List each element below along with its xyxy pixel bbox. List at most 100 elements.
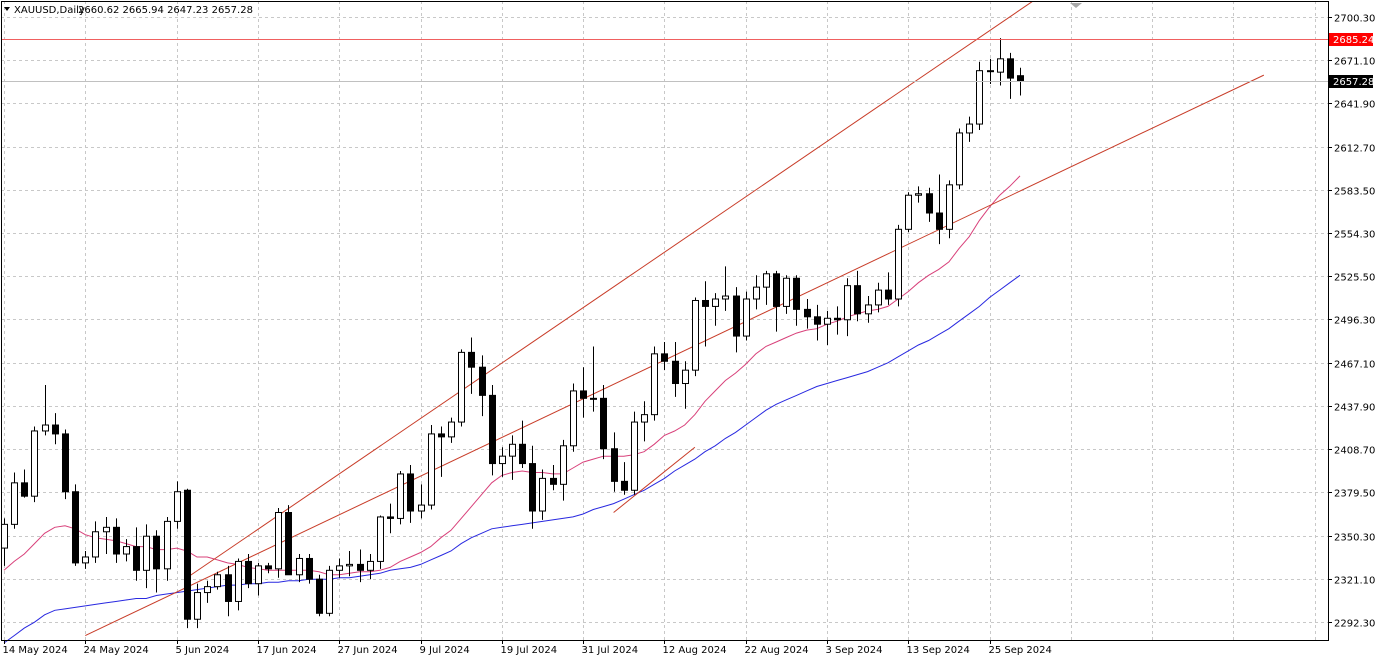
candle [753,275,760,310]
candle-body-bull [1,523,8,549]
candle-body-bull [905,194,912,230]
candle-body-bear [885,289,892,300]
candle [814,304,821,341]
candle-body-bull [346,563,353,567]
candle-body-bull [722,295,729,300]
candle [438,426,445,477]
candle-body-bull [235,560,242,602]
candle [346,551,353,577]
x-tick-label: 22 Aug 2024 [745,645,809,656]
candle [235,558,242,611]
candle-body-bull [743,298,750,337]
candle [915,186,922,203]
candle-body-bear [225,574,232,602]
candle [194,583,201,629]
candle [692,297,699,377]
candle-body-bull [956,132,963,186]
candle-body-bull [214,574,221,588]
candle-body-bull [92,531,99,558]
candle-body-bear [600,397,607,450]
chart-title[interactable]: XAUUSD,Daily 2660.62 2665.94 2647.23 265… [4,5,253,16]
candle-body-bull [865,304,872,315]
candle [733,287,740,353]
candle-body-bear [438,433,445,438]
y-tick-label: 2437.90 [1334,403,1375,414]
y-tick-label: 2641.90 [1334,100,1375,111]
candle-body-bull [103,526,110,533]
moving-average-slow [3,274,1021,644]
price-badges: 2685.24 2657.28 [1329,33,1374,88]
candle [539,469,546,520]
candle-body-bull [458,351,465,423]
y-tick-label: 2612.70 [1334,144,1375,155]
candle-body-bear [1007,58,1014,79]
candle [42,384,49,436]
candle [265,562,272,574]
candle-body-bear [926,193,933,214]
x-tick-label: 19 Jul 2024 [501,645,558,656]
price-levels[interactable] [1,39,1328,82]
candle-body-bull [590,397,597,400]
candle-body-bull [143,535,150,571]
channel-upper-line[interactable] [186,0,1051,579]
candle [682,361,689,409]
price-axis-labels: 2700.30 2671.10 2641.90 2612.70 2583.50 2554.… [1328,14,1375,630]
candle [936,174,943,245]
scroll-marker-icon[interactable] [1070,3,1082,8]
candle [672,341,679,397]
candle-body-bear [834,317,841,321]
candle [763,270,770,305]
y-tick-label: 2671.10 [1334,57,1375,68]
channel-lower-segment[interactable] [613,446,696,513]
candle-body-bull [509,443,516,457]
candle-body-bull [377,516,384,562]
candle [499,447,506,477]
candle [509,435,516,480]
x-tick-label: 12 Aug 2024 [663,645,727,656]
candle-body-bull [875,289,882,306]
candle [174,481,181,529]
last-price-badge: 2657.28 [1329,75,1374,88]
candle [479,355,486,417]
y-tick-label: 2496.30 [1334,316,1375,327]
last-price-badge-label: 2657.28 [1333,77,1374,88]
candle-body-bull [42,424,49,432]
candle [844,278,851,337]
candle [600,384,607,460]
candle-body-bull [966,123,973,134]
candle [92,521,99,563]
candle-body-bear [804,308,811,318]
candle-body-bull [82,556,89,564]
candle-body-bear [62,433,69,493]
candle-body-bull [255,565,262,585]
candle [11,472,18,529]
candle [854,270,861,322]
candle [306,554,313,584]
candle [31,426,38,503]
candle [550,465,557,491]
candle [651,346,658,421]
candle [956,128,963,190]
candle [153,530,160,593]
grid [1,1,1328,640]
candle [418,484,425,519]
candle [621,462,628,495]
resistance-badge: 2685.24 [1329,33,1374,46]
x-tick-label: 5 Jun 2024 [176,645,230,656]
candle [164,516,171,581]
candle [712,293,719,326]
candle-body-bull [753,286,760,300]
candle [722,266,729,311]
candle-body-bull [844,285,851,321]
triangle-down-icon[interactable] [4,7,10,11]
candle-body-bull [123,546,130,555]
candle [885,272,892,305]
candle-body-bear [621,480,628,491]
candle-body-bull [783,277,790,307]
candle-body-bull [336,565,343,571]
time-axis-labels: 14 May 2024 24 May 2024 5 Jun 2024 17 Jun 2… [3,640,1052,656]
candle [834,306,841,335]
candle-body-bear [153,535,160,570]
ma-slow-line [3,274,1021,644]
